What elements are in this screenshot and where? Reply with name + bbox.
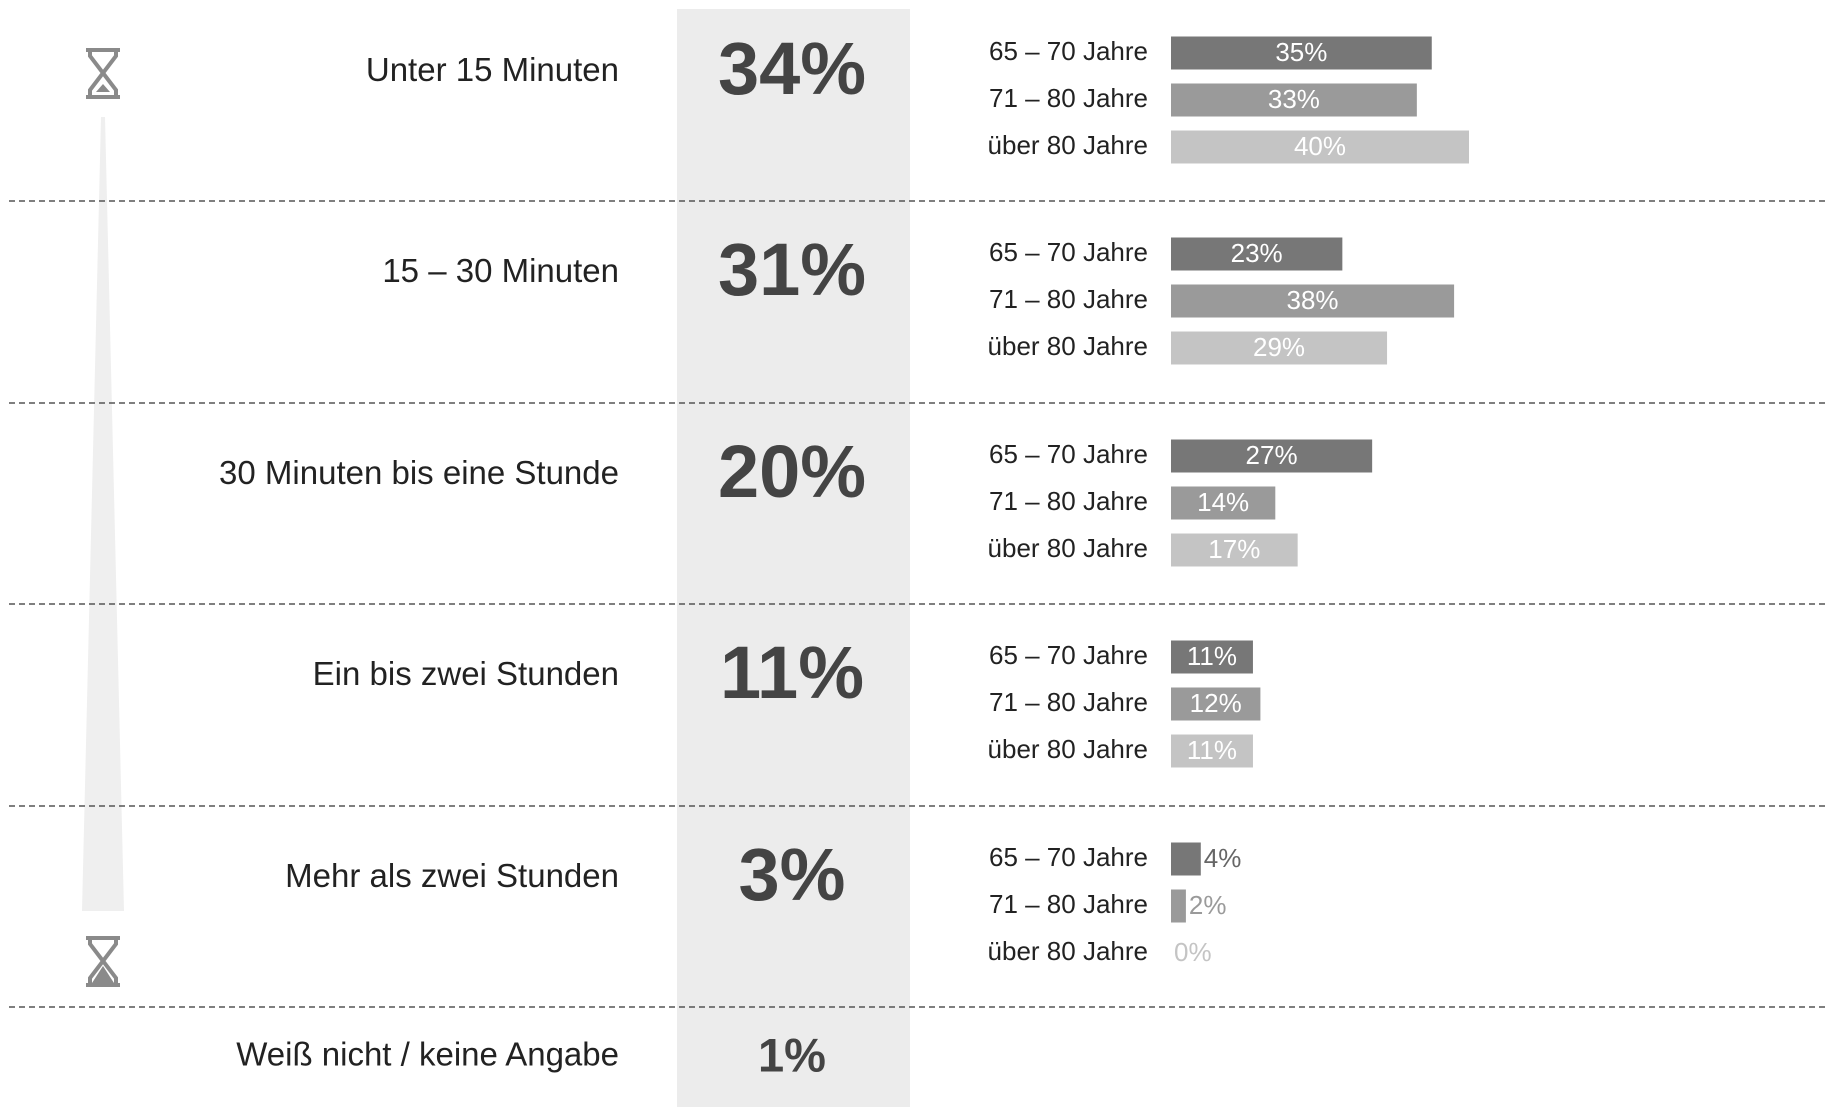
total-label: 31% [718,228,866,311]
total-column [677,9,910,1107]
bar [1171,83,1417,117]
series-label: 65 – 70 Jahre [989,640,1148,670]
bar-value-label: 33% [1268,84,1320,114]
hourglass-bottom [86,936,120,987]
series-label: über 80 Jahre [988,130,1148,160]
bar-value-label: 40% [1294,131,1346,161]
bar-value-label: 17% [1208,534,1260,564]
bar [1171,130,1469,164]
bar-value-label: 11% [1187,735,1237,765]
bar-value-label: 29% [1253,332,1305,362]
total-label: 11% [720,631,864,714]
bar [1171,331,1388,365]
bar [1171,687,1261,721]
bar [1171,842,1201,876]
bar [1171,36,1432,70]
series-label: 65 – 70 Jahre [989,36,1148,66]
series-label: über 80 Jahre [988,331,1148,361]
bar-value-label: 14% [1197,487,1249,517]
bar-value-label: 35% [1275,37,1327,67]
series-label: 71 – 80 Jahre [989,486,1148,516]
bar [1171,640,1253,674]
bar-value-label: 38% [1287,285,1339,315]
category-label: Weiß nicht / keine Angabe [236,1036,619,1073]
category-label: Ein bis zwei Stunden [313,655,619,692]
bar [1171,237,1343,271]
category-label: Mehr als zwei Stunden [285,857,619,894]
total-label: 1% [758,1028,826,1081]
total-label: 3% [739,833,846,916]
bar-value-label: 23% [1231,238,1283,268]
bar-value-label: 4% [1204,843,1242,873]
category-label: Unter 15 Minuten [366,51,619,88]
bar [1171,486,1276,520]
series-label: über 80 Jahre [988,533,1148,563]
bar [1171,734,1253,768]
series-label: 65 – 70 Jahre [989,439,1148,469]
bar-value-label: 2% [1189,890,1227,920]
bar-value-label: 11% [1187,641,1237,671]
hourglass-top [86,48,120,99]
series-label: 65 – 70 Jahre [989,237,1148,267]
bar-value-label: 0% [1174,937,1212,967]
total-label: 20% [718,430,866,513]
bar-value-label: 12% [1190,688,1242,718]
bar-value-label: 27% [1246,440,1298,470]
series-label: über 80 Jahre [988,936,1148,966]
bar [1171,533,1298,567]
bar [1171,889,1186,923]
series-label: über 80 Jahre [988,734,1148,764]
time-wedge [82,117,124,911]
series-label: 71 – 80 Jahre [989,687,1148,717]
series-label: 71 – 80 Jahre [989,889,1148,919]
series-label: 65 – 70 Jahre [989,842,1148,872]
total-label: 34% [718,27,866,110]
bar [1171,439,1373,473]
series-label: 71 – 80 Jahre [989,284,1148,314]
series-label: 71 – 80 Jahre [989,83,1148,113]
bar [1171,284,1455,318]
category-label: 15 – 30 Minuten [382,252,619,289]
category-label: 30 Minuten bis eine Stunde [219,454,619,491]
